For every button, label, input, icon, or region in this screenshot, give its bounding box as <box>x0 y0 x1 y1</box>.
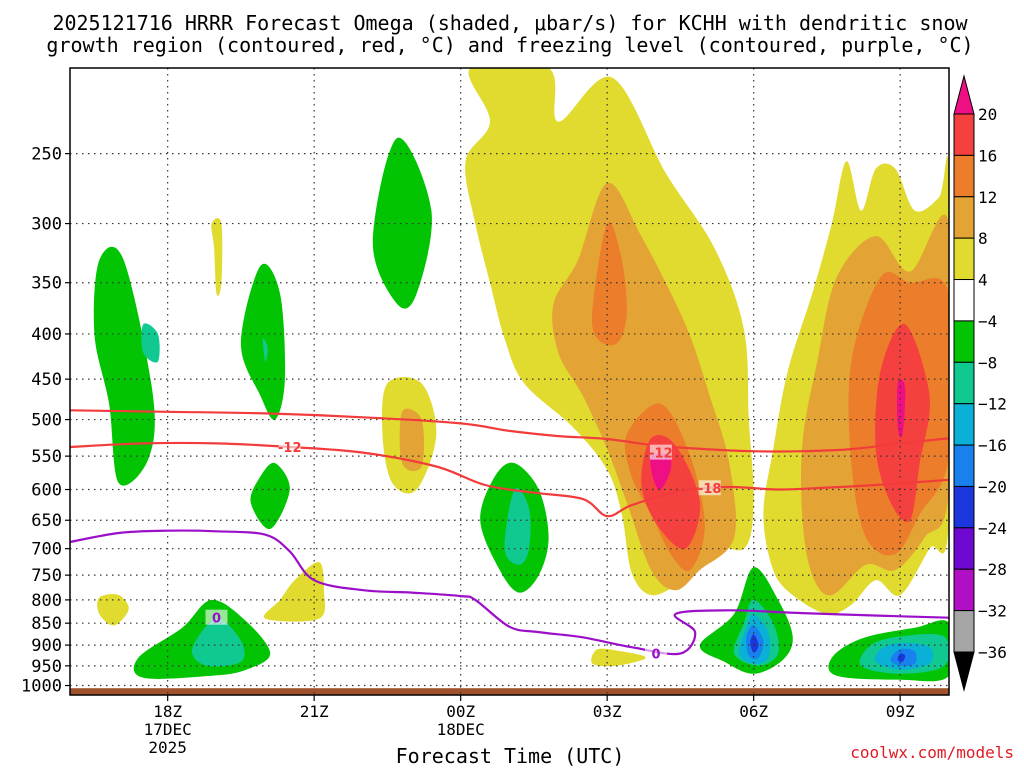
y-tick-650: 650 <box>31 511 62 531</box>
omega-region-13 <box>263 561 326 622</box>
colorbar-cell-10 <box>953 527 975 570</box>
colorbar-cell-7 <box>953 403 975 446</box>
colorbar-label-8: −16 <box>978 436 1007 455</box>
contour-label-dgz-mid: -12 <box>649 444 673 462</box>
x-tick-date-00Z: 18DEC <box>437 720 485 739</box>
colorbar-label-12: −32 <box>978 602 1007 621</box>
chart-title-line2: growth region (contoured, red, °C) and f… <box>46 33 973 57</box>
omega-region-15 <box>211 218 223 296</box>
credit-text: coolwx.com/models <box>850 743 1014 762</box>
y-tick-600: 600 <box>31 481 62 501</box>
omega-region-25 <box>504 487 531 565</box>
colorbar-label-2: 12 <box>978 188 997 207</box>
colorbar-label-7: −12 <box>978 395 1007 414</box>
x-tick-21Z: 21Z <box>300 702 329 721</box>
y-tick-550: 550 <box>31 447 62 467</box>
omega-region-27 <box>191 618 245 667</box>
colorbar: 20 16 12 8 4 −4 −8 −12 −16 −20 −24 −28 −32 −36 <box>953 74 1007 692</box>
colorbar-cell-3 <box>953 237 975 281</box>
colorbar-cell-8 <box>953 444 975 487</box>
x-tick-09Z: 09Z <box>886 702 915 721</box>
contour-line-0 <box>70 409 949 453</box>
omega-region-18 <box>93 246 155 486</box>
y-tick-700: 700 <box>31 540 62 560</box>
contour-line-2 <box>70 529 949 656</box>
y-tick-450: 450 <box>31 370 62 390</box>
contour-label-dgz-left: -12 <box>278 438 302 456</box>
svg-text:0: 0 <box>651 648 660 663</box>
colorbar-cell-0 <box>953 113 975 156</box>
svg-text:0: 0 <box>212 612 221 627</box>
x-tick-date-18Z: 17DEC <box>144 720 192 739</box>
colorbar-label-6: −8 <box>978 353 997 372</box>
colorbar-label-10: −24 <box>978 519 1007 538</box>
omega-region-17 <box>469 68 525 110</box>
colorbar-cell-5 <box>953 320 975 363</box>
colorbar-cell-9 <box>953 485 975 529</box>
omega-region-32 <box>750 634 759 653</box>
colorbar-cell-4 <box>953 279 975 322</box>
omega-region-23 <box>372 137 432 309</box>
y-tick-750: 750 <box>31 566 62 586</box>
contour-label-freezing-right: 0 <box>645 645 667 663</box>
x-axis-label: Forecast Time (UTC) <box>396 744 625 768</box>
colorbar-cell-6 <box>953 361 975 405</box>
x-tick-06Z: 06Z <box>739 702 768 721</box>
x-tick-03Z: 03Z <box>593 702 622 721</box>
omega-region-37 <box>897 653 906 662</box>
colorbar-cell-11 <box>953 568 975 612</box>
colorbar-bottom-arrow <box>953 651 975 692</box>
omega-region-21 <box>262 338 268 362</box>
y-tick-350: 350 <box>31 274 62 294</box>
colorbar-label-4: 4 <box>978 271 988 290</box>
contour-layer: -12 -12 -18 0 0 <box>70 409 949 663</box>
omega-region-22 <box>250 462 290 530</box>
x-tick-year-18Z: 2025 <box>148 738 187 757</box>
colorbar-top-arrow <box>953 74 975 115</box>
colorbar-label-9: −20 <box>978 477 1007 496</box>
plot-frame <box>69 67 950 696</box>
y-tick-900: 900 <box>31 636 62 656</box>
y-tick-250: 250 <box>31 145 62 165</box>
colorbar-label-1: 16 <box>978 146 997 165</box>
colorbar-label-13: −36 <box>978 643 1007 662</box>
y-tick-950: 950 <box>31 657 62 677</box>
omega-region-16 <box>591 648 647 667</box>
y-tick-1000: 1000 <box>21 677 62 697</box>
svg-text:-12: -12 <box>278 441 302 456</box>
omega-region-12 <box>399 408 425 472</box>
colorbar-label-0: 20 <box>978 105 997 124</box>
y-tick-400: 400 <box>31 325 62 345</box>
omega-region-5 <box>650 453 672 490</box>
x-tick-18Z: 18Z <box>153 702 182 721</box>
svg-text:-12: -12 <box>649 447 673 462</box>
colorbar-label-3: 8 <box>978 229 988 248</box>
omega-region-19 <box>141 323 160 363</box>
y-tick-500: 500 <box>31 411 62 431</box>
chart-title-line1: 2025121716 HRRR Forecast Omega (shaded, … <box>52 11 968 35</box>
terrain-band <box>70 688 949 695</box>
contour-label-dgz-right: -18 <box>698 480 722 497</box>
y-tick-850: 850 <box>31 614 62 634</box>
y-tick-800: 800 <box>31 591 62 611</box>
omega-region-2 <box>591 222 627 346</box>
colorbar-label-5: −4 <box>978 312 997 331</box>
colorbar-cell-1 <box>953 154 975 198</box>
pressure-axis: 2503003504004505005506006507007508008509… <box>21 145 70 697</box>
svg-text:-18: -18 <box>698 482 722 497</box>
x-tick-00Z: 00Z <box>446 702 475 721</box>
omega-region-14 <box>97 594 129 626</box>
colorbar-cell-2 <box>953 196 975 239</box>
colorbar-cell-12 <box>953 610 975 653</box>
contour-line-1 <box>70 441 949 518</box>
contour-label-freezing-left: 0 <box>205 609 228 627</box>
colorbar-label-11: −28 <box>978 560 1007 579</box>
y-tick-300: 300 <box>31 215 62 235</box>
omega-region-10 <box>896 379 906 438</box>
